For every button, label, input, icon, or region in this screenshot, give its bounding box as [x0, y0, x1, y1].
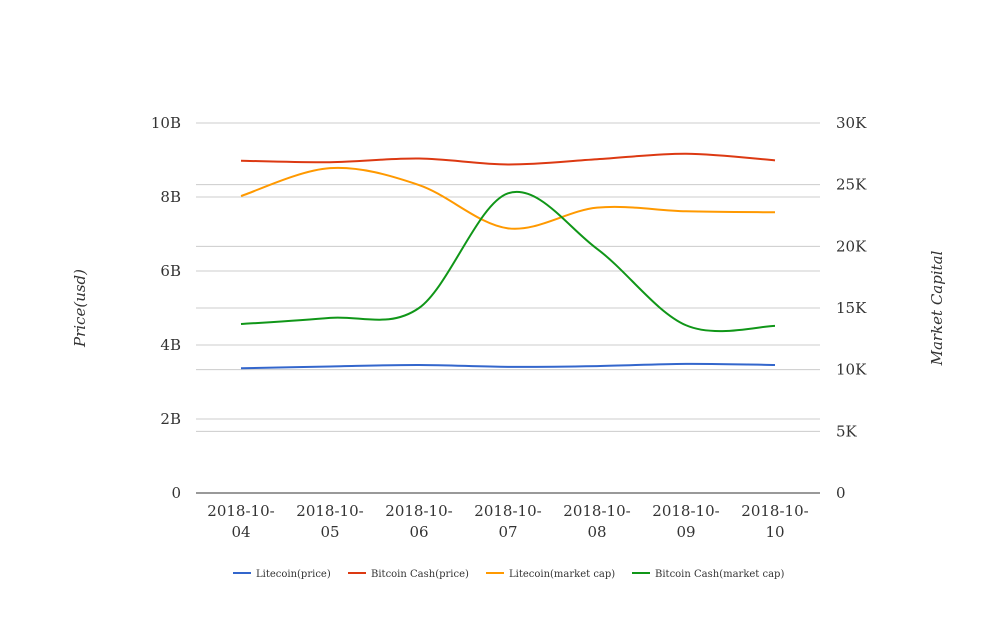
y-right-tick-label: 0: [836, 484, 846, 502]
series-line-litecoin-market-cap: [240, 166, 776, 230]
series-line-bitcoin-cash-price: [240, 152, 776, 166]
x-tick-label: 09: [676, 523, 695, 541]
x-tick-label: 05: [320, 523, 339, 541]
x-tick-label: 08: [587, 523, 606, 541]
x-tick-label: 2018-10-: [296, 502, 363, 520]
legend-label-litecoin-market-cap: Litecoin(market cap): [509, 569, 615, 580]
x-tick-label: 2018-10-: [207, 502, 274, 520]
y-axis-right-title: Market Capital: [928, 250, 946, 366]
y-left-tick-label: 10B: [151, 114, 181, 132]
x-tick-label: 2018-10-: [563, 502, 630, 520]
legend-label-litecoin-price: Litecoin(price): [256, 569, 331, 580]
x-tick-label: 04: [231, 523, 250, 541]
x-tick-label: 2018-10-: [741, 502, 808, 520]
legend-label-bitcoin-cash-market-cap: Bitcoin Cash(market cap): [655, 569, 784, 580]
x-tick-label: 07: [498, 523, 517, 541]
x-tick-label: 2018-10-: [652, 502, 719, 520]
series: [240, 152, 776, 370]
y-left-tick-label: 6B: [160, 262, 181, 280]
legend: Litecoin(price) Bitcoin Cash(price) Liteco…: [233, 569, 784, 580]
x-tick-label: 2018-10-: [474, 502, 541, 520]
y-left-tick-label: 2B: [160, 410, 181, 428]
x-tick-label: 2018-10-: [385, 502, 452, 520]
grid: [196, 122, 820, 432]
y-right-tick-label: 15K: [836, 299, 867, 317]
y-right-tick-label: 10K: [836, 361, 867, 379]
x-tick-label: 06: [409, 523, 428, 541]
x-tick-label: 10: [765, 523, 784, 541]
y-left-tick-label: 4B: [160, 336, 181, 354]
y-left-tick-label: 8B: [160, 188, 181, 206]
y-right-tick-label: 20K: [836, 237, 867, 255]
y-right-tick-label: 5K: [836, 422, 858, 440]
y-right-tick-label: 30K: [836, 114, 867, 132]
series-line-litecoin-price: [240, 362, 776, 370]
tick-labels: 0 2B 4B 6B 8B 10B 0 5K 10K 15K 20K 25K 30K 2018-10- 04…: [151, 114, 867, 541]
y-left-tick-label: 0: [171, 484, 181, 502]
y-axis-left-title: Price(usd): [71, 269, 89, 348]
series-line-bitcoin-cash-market-cap: [240, 190, 776, 333]
legend-label-bitcoin-cash-price: Bitcoin Cash(price): [371, 569, 469, 580]
y-right-tick-label: 25K: [836, 176, 867, 194]
